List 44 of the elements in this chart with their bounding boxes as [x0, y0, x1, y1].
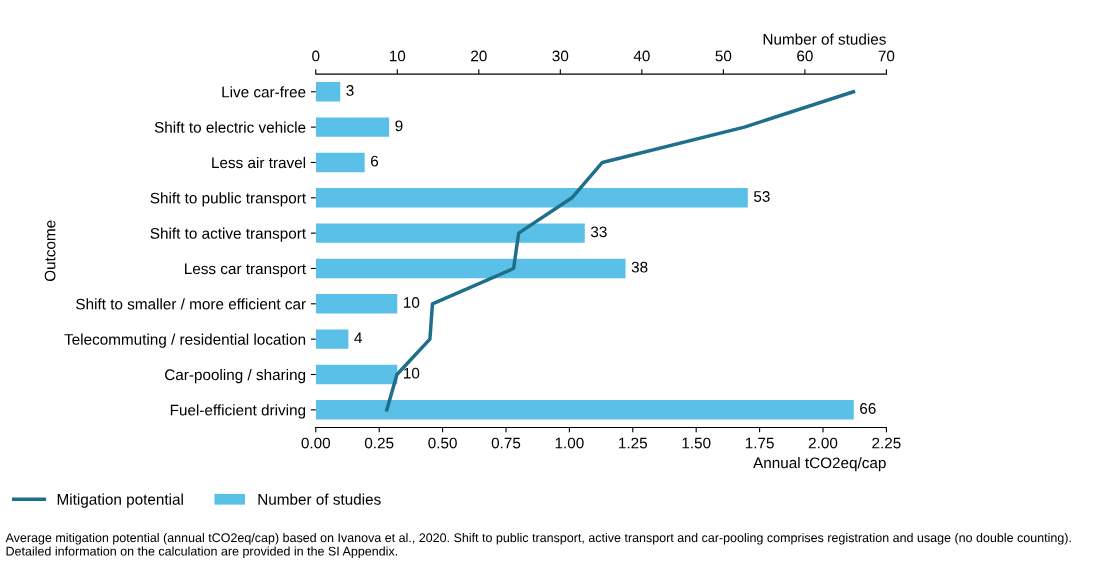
x2-tick-label: 40 — [633, 50, 650, 62]
data-label: 38 — [631, 261, 648, 273]
data-label: 6 — [371, 155, 379, 167]
x2-tick-label: 50 — [715, 50, 732, 62]
y-tick-label: Shift to smaller / more efficient car — [76, 298, 306, 310]
x-tick-label: 2.00 — [808, 437, 838, 449]
x-tick-label: 1.00 — [555, 437, 584, 449]
x2-axis-title: Number of studies — [763, 33, 886, 45]
x-tick-label: 0.50 — [428, 437, 457, 449]
x2-tick-label: 10 — [389, 50, 406, 62]
x-tick-label: 2.25 — [872, 437, 901, 449]
data-label: 4 — [354, 332, 362, 344]
x2-tick-label: 20 — [471, 50, 487, 62]
y-tick-label: Fuel-efficient driving — [170, 404, 306, 419]
y-tick-label: Shift to public transport — [150, 192, 306, 207]
x-tick-label: 1.50 — [682, 437, 711, 449]
x-tick-label: 0.00 — [301, 437, 331, 449]
text: Average mitigation potential (annual tCO2eq/cap) based on Ivanova et al., 2020. Shift to public transport, active transport and car-pooling comprises registration and usage (no double counting). Detailed information on the calculation are provided in the SI Appendix. — [5, 532, 1071, 559]
x-axis-title: Annual tCO2eq/cap — [753, 457, 886, 472]
legend-label: Mitigation potential — [57, 493, 183, 508]
data-label: 33 — [590, 226, 607, 238]
x-tick-label: 0.25 — [364, 437, 394, 449]
x-tick-label: 1.75 — [745, 437, 774, 449]
data-label: 9 — [395, 120, 403, 132]
data-label: 3 — [346, 85, 354, 96]
y-tick-label: Less car transport — [185, 263, 306, 278]
legend-label: Number of studies — [258, 493, 381, 505]
y-axis-title: Outcome — [44, 220, 56, 282]
data-label: 53 — [753, 191, 770, 202]
x-tick-label: 0.75 — [491, 437, 521, 449]
x2-tick-label: 30 — [552, 50, 569, 62]
data-label: 10 — [404, 367, 420, 379]
y-tick-label: Car-pooling / sharing — [165, 368, 306, 384]
y-tick-label: Less air travel — [212, 156, 306, 169]
data-label: 10 — [404, 297, 420, 308]
x2-tick-label: 70 — [878, 50, 895, 62]
y-tick-label: Shift to active transport — [150, 227, 306, 242]
y-tick-label: Live car-free — [222, 86, 306, 98]
x2-tick-label: 0 — [312, 50, 320, 62]
x-tick-label: 1.25 — [619, 437, 648, 449]
x2-tick-label: 60 — [797, 50, 813, 62]
data-label: 66 — [860, 403, 876, 414]
y-tick-label: Telecommuting / residential location — [64, 333, 306, 348]
y-tick-label: Shift to electric vehicle — [154, 121, 306, 133]
